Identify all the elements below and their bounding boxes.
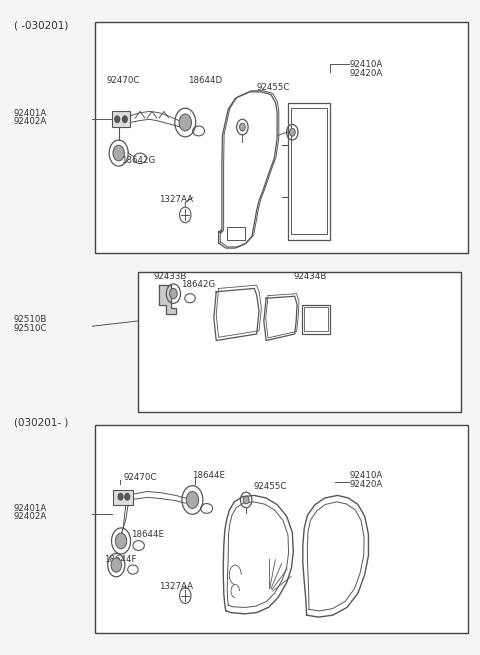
Bar [138, 272, 461, 412]
Circle shape [122, 116, 127, 122]
Text: 18642G: 18642G [121, 157, 156, 166]
Bar [288, 103, 330, 240]
Bar [95, 22, 468, 253]
Text: 92470C: 92470C [123, 474, 157, 483]
Text: 92410A: 92410A [349, 472, 383, 481]
Bar [302, 305, 330, 334]
Text: 92401A: 92401A [14, 504, 47, 513]
Text: 92410A: 92410A [349, 60, 383, 69]
Text: 18644E: 18644E [192, 472, 226, 481]
Circle shape [169, 288, 177, 299]
Text: 92402A: 92402A [14, 117, 47, 126]
Text: 92470C: 92470C [107, 77, 140, 85]
Text: 18644D: 18644D [188, 77, 222, 85]
Bar [304, 307, 328, 331]
Circle shape [186, 491, 199, 508]
Polygon shape [303, 495, 369, 617]
Circle shape [118, 493, 123, 500]
Text: 92433B: 92433B [154, 272, 187, 282]
Circle shape [115, 533, 127, 549]
Text: 92420A: 92420A [349, 480, 383, 489]
Circle shape [113, 145, 124, 161]
Text: 92510B: 92510B [14, 315, 48, 324]
Text: 92455C: 92455C [253, 482, 287, 491]
Text: 92455C: 92455C [257, 83, 290, 92]
Text: (030201- ): (030201- ) [14, 417, 68, 427]
Text: 18644E: 18644E [131, 530, 164, 539]
Text: 1327AA: 1327AA [159, 195, 193, 204]
Text: 18644F: 18644F [104, 555, 137, 564]
Bar [95, 425, 468, 633]
Bar [113, 490, 133, 504]
Circle shape [179, 114, 192, 131]
Text: 92434B: 92434B [293, 272, 327, 282]
Text: 92402A: 92402A [14, 512, 47, 521]
Circle shape [289, 128, 295, 136]
Circle shape [115, 116, 120, 122]
Circle shape [125, 493, 130, 500]
Bar [111, 111, 130, 127]
Text: 92510C: 92510C [14, 324, 48, 333]
Text: ( -030201): ( -030201) [14, 20, 68, 30]
Circle shape [243, 496, 249, 504]
Text: 1327AA: 1327AA [159, 582, 193, 591]
Circle shape [111, 558, 121, 572]
Text: 92401A: 92401A [14, 109, 47, 118]
Polygon shape [159, 285, 176, 314]
Text: 92420A: 92420A [349, 69, 383, 78]
Bar [291, 108, 326, 234]
Text: 18642G: 18642G [180, 280, 215, 289]
Circle shape [240, 123, 245, 131]
